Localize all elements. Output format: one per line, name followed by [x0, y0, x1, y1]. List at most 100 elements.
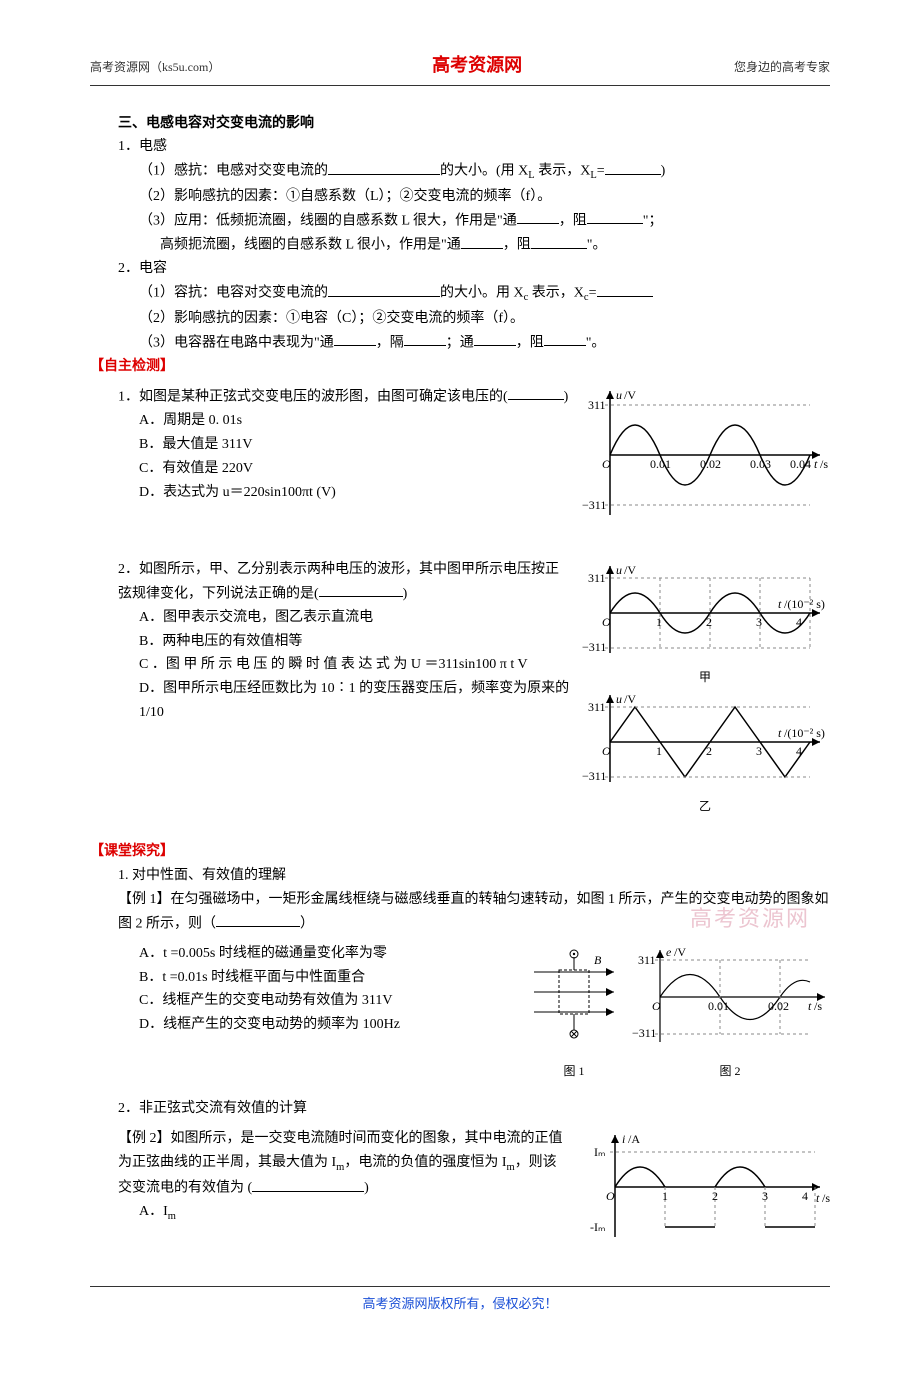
q2-stem: 2．如图所示，甲、乙分别表示两种电压的波形，其中图甲所示电压按正弦规律变化，下列… — [90, 558, 570, 606]
svg-text:0.02: 0.02 — [768, 999, 789, 1013]
ex2-row: 【例 2】如图所示，是一交变电流随时间而变化的图象，其中电流的正值为正弦曲线的正… — [90, 1127, 830, 1256]
svg-text:O: O — [602, 744, 611, 758]
text: ，阻 — [503, 238, 531, 253]
q1-row: 1．如图是某种正弦式交变电压的波形图，由图可确定该电压的() A．周期是 0. … — [90, 385, 830, 534]
ex1-A: A．t =0.005s 时线框的磁通量变化率为零 — [90, 942, 514, 966]
svg-text:4: 4 — [796, 744, 802, 758]
spacer — [90, 534, 830, 552]
blank — [319, 582, 403, 597]
text: ，阻 — [559, 213, 587, 228]
text: 的大小。用 X — [440, 286, 524, 301]
blank — [597, 281, 653, 296]
heading-text: 【自主检测】 — [90, 359, 174, 374]
blank — [544, 331, 586, 346]
svg-text:2: 2 — [706, 744, 712, 758]
q1-stem: 1．如图是某种正弦式交变电压的波形图，由图可确定该电压的() — [90, 385, 570, 409]
q1-D: D．表达式为 u＝220sin100πt (V) — [90, 481, 570, 505]
blank — [461, 233, 503, 248]
ex1-fig2-wrap: 311 −311 e/V O 0.01 0.02 t/s 图 2 — [630, 942, 830, 1081]
q2-C: C ．图 甲 所 示 电 压 的 瞬 时 值 表 达 式 为 U ＝311sin… — [90, 653, 570, 677]
svg-text:1: 1 — [662, 1189, 668, 1203]
text: ，阻 — [516, 335, 544, 350]
svg-text:/(10⁻² s): /(10⁻² s) — [784, 726, 825, 740]
q2-graph-yi: 311 −311 u/V O 1234 t/(10⁻² s) — [580, 687, 830, 787]
ex2-stem: 【例 2】如图所示，是一交变电流随时间而变化的图象，其中电流的正值为正弦曲线的正… — [90, 1127, 570, 1201]
ex1-B: B．t =0.01s 时线框平面与中性面重合 — [90, 966, 514, 990]
s3-p2: 2．电容 — [90, 257, 830, 281]
ex1-fig1: B — [524, 942, 624, 1052]
svg-text:O: O — [652, 999, 661, 1013]
blank — [587, 209, 643, 224]
svg-text:e: e — [666, 945, 672, 959]
text: = — [589, 286, 597, 301]
q2-label-jia: 甲 — [580, 667, 830, 687]
svg-text:2: 2 — [706, 615, 712, 629]
svg-text:t: t — [816, 1191, 820, 1205]
s3-p1-2: （2）影响感抗的因素：①自感系数（L）；②交变电流的频率（f）。 — [90, 185, 830, 209]
blank — [605, 159, 661, 174]
svg-text:3: 3 — [762, 1189, 768, 1203]
svg-text:−311: −311 — [582, 640, 606, 654]
text: （1）容抗：电容对交变电流的 — [139, 286, 328, 301]
svg-text:4: 4 — [796, 615, 802, 629]
svg-text:O: O — [602, 615, 611, 629]
text: （1）感抗：电感对交变电流的 — [139, 164, 328, 179]
text: 的大小。(用 X — [440, 164, 528, 179]
selfcheck-heading: 【自主检测】 — [90, 355, 830, 379]
q2-B: B．两种电压的有效值相等 — [90, 630, 570, 654]
text: 表示，X — [528, 286, 584, 301]
text: ，隔 — [376, 335, 404, 350]
svg-text:/V: /V — [624, 692, 636, 706]
svg-text:O: O — [602, 457, 611, 471]
svg-text:1: 1 — [656, 615, 662, 629]
header-center: 高考资源网 — [432, 50, 522, 81]
svg-text:t: t — [808, 999, 812, 1013]
s3-p1-3a: （3）应用：低频扼流圈，线圈的自感系数 L 很大，作用是"通，阻"； — [90, 209, 830, 233]
ex1-fig1-label: 图 1 — [524, 1061, 624, 1081]
blank — [404, 331, 446, 346]
svg-text:/V: /V — [674, 945, 686, 959]
text: "； — [643, 213, 663, 228]
explore-p1: 1. 对中性面、有效值的理解 — [90, 864, 830, 888]
text: "。 — [586, 335, 606, 350]
ex2-figure: Iₘ -Iₘ i/A O 1234 t/s — [580, 1127, 830, 1256]
spacer — [90, 816, 830, 840]
q1-graph: 311 −311 u/V O 0.01 0.02 0.03 0.04 t/s — [580, 385, 830, 525]
ex1-fig2-label: 图 2 — [630, 1061, 830, 1081]
text: 表示，X — [535, 164, 591, 179]
text: 1．如图是某种正弦式交变电压的波形图，由图可确定该电压的( — [118, 389, 508, 404]
svg-text:u: u — [616, 563, 622, 577]
svg-text:−311: −311 — [632, 1026, 656, 1040]
svg-text:i: i — [622, 1132, 625, 1146]
s3-p1-3b: 高频扼流圈，线圈的自感系数 L 很小，作用是"通，阻"。 — [90, 233, 830, 257]
blank — [531, 233, 587, 248]
q2-row: 2．如图所示，甲、乙分别表示两种电压的波形，其中图甲所示电压按正弦规律变化，下列… — [90, 558, 830, 816]
ex1-stem: 【例 1】在匀强磁场中，一矩形金属线框绕与磁感线垂直的转轴匀速转动，如图 1 所… — [90, 888, 830, 936]
text: ) — [661, 164, 666, 179]
blank — [508, 385, 564, 400]
svg-text:-Iₘ: -Iₘ — [590, 1220, 605, 1234]
q2-figures: 311 −311 u/V O 1234 t/(10⁻² s) 甲 311 −31… — [580, 558, 830, 816]
q1-C: C．有效值是 220V — [90, 457, 570, 481]
s3-p2-3: （3）电容器在电路中表现为"通，隔；通，阻"。 — [90, 331, 830, 355]
svg-text:311: 311 — [588, 700, 606, 714]
subscript-m: m — [168, 1211, 176, 1222]
text: ） — [300, 916, 314, 931]
text: A．I — [139, 1204, 168, 1219]
s3-p1-1: （1）感抗：电感对交变电流的的大小。(用 XL 表示，XL=) — [90, 159, 830, 185]
ex1-C: C．线框产生的交变电动势有效值为 311V — [90, 989, 514, 1013]
q2-D: D．图甲所示电压经匝数比为 10∶1 的变压器变压后，频率变为原来的 1/10 — [90, 677, 570, 725]
ex1-row: A．t =0.005s 时线框的磁通量变化率为零 B．t =0.01s 时线框平… — [90, 942, 830, 1081]
header-right: 您身边的高考专家 — [734, 57, 830, 77]
svg-text:311: 311 — [588, 398, 606, 412]
explore-p2: 2．非正弦式交流有效值的计算 — [90, 1097, 830, 1121]
ex2-text: 【例 2】如图所示，是一交变电流随时间而变化的图象，其中电流的正值为正弦曲线的正… — [90, 1127, 570, 1226]
q1-B: B．最大值是 311V — [90, 433, 570, 457]
svg-text:u: u — [616, 388, 622, 402]
svg-text:0.02: 0.02 — [700, 457, 721, 471]
svg-text:Iₘ: Iₘ — [594, 1145, 605, 1159]
svg-text:−311: −311 — [582, 769, 606, 783]
text: ；通 — [446, 335, 474, 350]
svg-text:311: 311 — [588, 571, 606, 585]
svg-text:B: B — [594, 953, 602, 967]
